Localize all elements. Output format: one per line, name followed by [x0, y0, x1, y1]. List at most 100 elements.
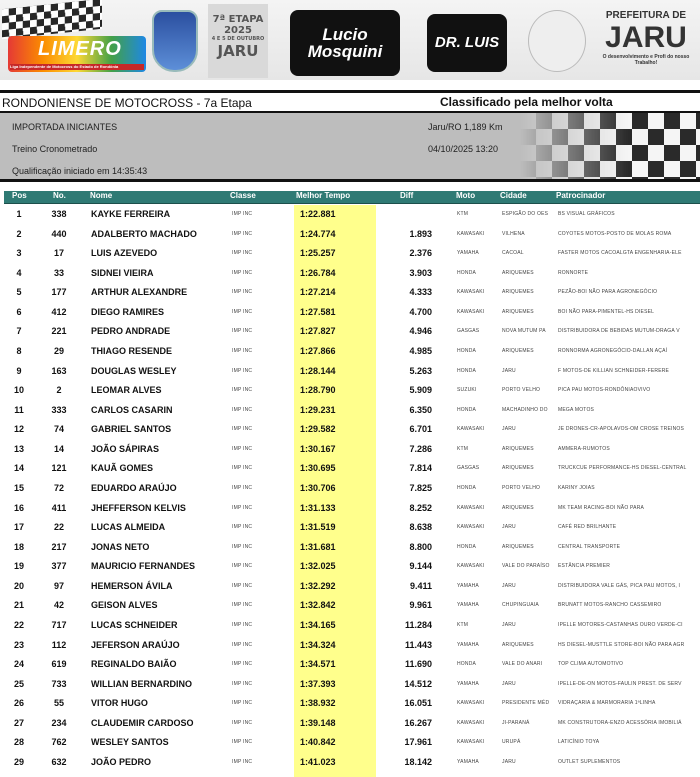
stage-info: 7ª ETAPA 2025 4 E 5 DE OUTUBRO JARU	[208, 4, 268, 78]
table-row: 19 377 MAURICIO FERNANDES IMP INC 1:32.025 9.…	[0, 557, 700, 575]
lucio-first-name: Lucio	[322, 25, 368, 44]
cell-sponsor: FASTER MOTOS CACOALGTA ENGENHARIA-ELE	[558, 250, 682, 257]
cell-pos: 5	[16, 287, 22, 298]
cell-class: IMP INC	[232, 367, 253, 374]
cell-sponsor: CAFÉ RED BRILHANTE	[558, 524, 617, 531]
cell-sponsor: BOI NÃO PARA-PIMENTEL-HS DIESEL	[558, 308, 655, 315]
cell-pos: 22	[13, 619, 24, 630]
cell-name: WESLEY SANTOS	[91, 737, 169, 748]
cell-name: DIEGO RAMIRES	[91, 306, 165, 317]
best-time-highlight	[294, 205, 376, 777]
cell-diff: 2.376	[409, 248, 432, 259]
cell-diff: 7.825	[409, 482, 432, 493]
cell-diff: 9.411	[409, 580, 432, 591]
cell-sponsor: DISTRIBUIDORA DE BEBIDAS MUTUM-DRAGA V	[558, 328, 680, 335]
col-city: Cidade	[500, 191, 527, 200]
table-row: 22 717 LUCAS SCHNEIDER IMP INC 1:34.165 11.28…	[0, 616, 700, 634]
cell-sponsor: TOP CLIMA AUTOMOTIVO	[558, 661, 624, 668]
cell-sponsor: BS VISUAL GRÁFICOS	[558, 211, 615, 217]
table-row: 15 72 EDUARDO ARAÚJO IMP INC 1:30.706 7.825 HO…	[0, 479, 700, 497]
cell-city: ARIQUEMES	[502, 465, 534, 472]
cell-best-time: 1:30.167	[300, 443, 336, 454]
cell-moto: KTM	[457, 621, 469, 628]
event-badge-logo	[152, 10, 198, 72]
cell-city: PORTO VELHO	[502, 484, 541, 491]
cell-city: ARIQUEMES	[502, 445, 534, 452]
table-row: 12 74 GABRIEL SANTOS IMP INC 1:29.582 6.701 KA…	[0, 420, 700, 438]
cell-city: ARIQUEMES	[502, 269, 534, 276]
cell-number: 112	[51, 639, 67, 650]
cell-number: 17	[53, 248, 64, 259]
table-row: 21 42 GEISON ALVES IMP INC 1:32.842 9.961 YAMA…	[0, 596, 700, 614]
cell-number: 74	[53, 424, 64, 435]
cell-sponsor: MK CONSTRUTORA-ENZO ACESSÓRIA IMOBILIÁ	[558, 719, 682, 726]
cell-diff: 7.286	[409, 443, 432, 454]
cell-class: IMP INC	[232, 308, 253, 315]
cell-best-time: 1:40.842	[300, 737, 336, 748]
cell-number: 55	[53, 698, 64, 709]
cell-city: JARU	[502, 621, 516, 628]
stage-label: 7ª ETAPA	[212, 14, 264, 25]
cell-sponsor: VIDRAÇARIA & MARMORARIA 1ªLINHA	[558, 700, 656, 707]
cell-name: LEOMAR ALVES	[91, 385, 162, 396]
cell-name: JOÃO SÁPIRAS	[91, 443, 160, 454]
cell-moto: YAMAHA	[457, 602, 479, 609]
cell-number: 2	[56, 385, 62, 396]
cell-name: EDUARDO ARAÚJO	[91, 482, 177, 493]
cell-diff: 17.961	[404, 737, 432, 748]
col-diff: Diff	[400, 191, 414, 200]
cell-moto: GASGAS	[457, 465, 480, 472]
table-row: 10 2 LEOMAR ALVES IMP INC 1:28.790 5.909 SUZUK…	[0, 381, 700, 399]
cell-moto: SUZUKI	[457, 387, 477, 394]
cell-pos: 9	[16, 365, 22, 376]
checkered-flag-graphic	[520, 113, 700, 179]
col-class: Classe	[230, 191, 256, 200]
cell-pos: 13	[13, 443, 24, 454]
cell-number: 72	[53, 482, 64, 493]
cell-diff: 8.638	[409, 522, 432, 533]
cell-best-time: 1:30.695	[300, 463, 336, 474]
cell-pos: 6	[16, 306, 22, 317]
cell-class: IMP INC	[232, 289, 253, 296]
cell-name: WILLIAN BERNARDINO	[91, 678, 192, 689]
cell-moto: YAMAHA	[457, 680, 479, 687]
cell-moto: KAWASAKI	[457, 504, 485, 511]
cell-diff: 4.700	[409, 306, 432, 317]
cell-number: 733	[51, 678, 67, 689]
track-info: Jaru/RO 1,189 Km	[428, 122, 503, 132]
cell-class: IMP INC	[232, 406, 253, 413]
cell-city: CHUPINGUAIA	[502, 602, 539, 609]
cell-pos: 1	[16, 209, 22, 219]
cell-name: KAUÃ GOMES	[91, 463, 154, 474]
cell-city: JARU	[502, 680, 516, 687]
cell-best-time: 1:24.774	[300, 228, 336, 239]
cell-moto: HONDA	[457, 347, 477, 354]
cell-best-time: 1:32.842	[300, 600, 336, 611]
event-title: RONDONIENSE DE MOTOCROSS - 7a Etapa	[2, 96, 252, 110]
cell-class: IMP INC	[232, 621, 253, 628]
cell-class: IMP INC	[232, 758, 253, 765]
table-row: 3 17 LUIS AZEVEDO IMP INC 1:25.257 2.376 YAMAH…	[0, 244, 700, 262]
cell-number: 42	[53, 600, 64, 611]
cell-number: 440	[51, 228, 67, 239]
cell-pos: 15	[13, 482, 24, 493]
cell-class: IMP INC	[232, 426, 253, 433]
cell-class: IMP INC	[232, 230, 253, 237]
cell-pos: 26	[13, 698, 24, 709]
cell-pos: 23	[13, 639, 24, 650]
cell-best-time: 1:27.827	[300, 326, 336, 337]
category: IMPORTADA INICIANTES	[12, 122, 118, 132]
cell-name: ADALBERTO MACHADO	[91, 228, 197, 239]
cell-diff: 3.903	[409, 267, 432, 278]
cell-best-time: 1:41.023	[300, 756, 336, 767]
cell-sponsor: PICA PAU MOTOS-RONDÔNIAOVIVO	[558, 387, 651, 394]
cell-pos: 19	[13, 561, 24, 572]
cell-name: DOUGLAS WESLEY	[91, 365, 177, 376]
cell-diff: 16.267	[404, 717, 432, 728]
cell-pos: 14	[13, 463, 24, 474]
cell-class: IMP INC	[232, 211, 253, 217]
jaru-wordmark: JARU	[605, 21, 687, 54]
cell-moto: KAWASAKI	[457, 700, 485, 707]
cell-class: IMP INC	[232, 739, 253, 746]
cell-number: 338	[51, 209, 67, 219]
